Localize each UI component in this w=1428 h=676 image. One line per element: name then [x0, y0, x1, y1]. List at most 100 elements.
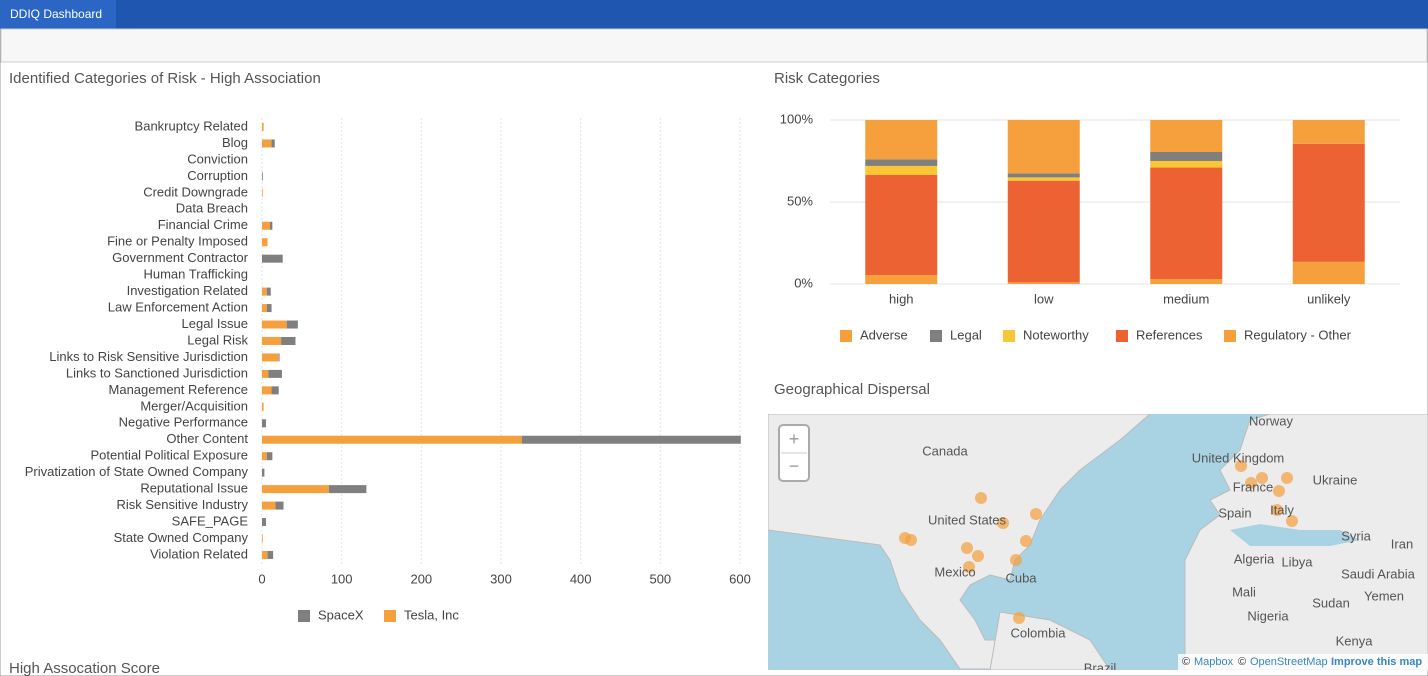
bar-segment — [268, 369, 282, 378]
bar-segment — [521, 435, 741, 444]
y-tick-label: Management Reference — [109, 382, 248, 397]
map-label: Cuba — [1005, 570, 1037, 585]
x-tick-label: 300 — [490, 571, 512, 586]
zoom-in[interactable]: + — [789, 429, 800, 449]
bar-segment — [262, 336, 282, 345]
attribution: © — [1238, 656, 1246, 668]
y-tick-label: Conviction — [187, 151, 248, 166]
bar-segment — [262, 550, 268, 559]
map-label: United Kingdom — [1192, 450, 1285, 465]
x-tick-label: medium — [1163, 291, 1209, 306]
marker[interactable] — [1245, 477, 1257, 489]
bar-segment — [1150, 279, 1223, 284]
bar-segment — [271, 386, 279, 395]
marker[interactable] — [1020, 535, 1032, 547]
legend-label: Noteworthy — [1023, 327, 1089, 342]
map-labels: Canada United States Mexico Cuba Colombia Bra… — [922, 414, 1415, 675]
marker[interactable] — [1286, 515, 1298, 527]
tab-label[interactable]: DDIQ Dashboard — [10, 7, 102, 21]
legend-label: Adverse — [860, 327, 908, 342]
marker[interactable] — [1273, 485, 1285, 497]
marker[interactable] — [1030, 508, 1042, 520]
y-tick-label: Law Enforcement Action — [108, 299, 248, 314]
map-label: Saudi Arabia — [1341, 566, 1415, 581]
map-label: Brazil — [1084, 660, 1117, 675]
attribution-link[interactable]: Improve this map — [1331, 656, 1422, 668]
bar-segment — [262, 386, 272, 395]
x-tick-label: high — [889, 291, 914, 306]
x-tick-label: 500 — [649, 571, 671, 586]
map-label: Spain — [1218, 505, 1251, 520]
map-label: Kenya — [1336, 633, 1374, 648]
legend-swatch — [1224, 330, 1236, 342]
marker[interactable] — [905, 534, 917, 546]
tab[interactable] — [0, 0, 116, 29]
y-tick-label: Other Content — [166, 431, 248, 446]
map-markers — [899, 460, 1298, 624]
bar-segment — [262, 518, 266, 527]
bar-segment — [262, 485, 329, 494]
marker[interactable] — [1010, 554, 1022, 566]
legend-swatch — [1116, 330, 1128, 342]
y-tick-label: Legal Issue — [182, 316, 249, 331]
top-bar — [0, 0, 1428, 29]
x-tick-label: 200 — [410, 571, 432, 586]
panel-title: Identified Categories of Risk - High Ass… — [9, 70, 321, 87]
bar-segment — [262, 254, 283, 263]
panel-title: Geographical Dispersal — [774, 381, 930, 398]
bar-segment — [865, 274, 938, 284]
y-tick-label: 50% — [787, 193, 813, 208]
marker[interactable] — [961, 542, 973, 554]
map-label: Libya — [1281, 554, 1313, 569]
bar-segment — [865, 159, 938, 166]
land — [989, 611, 1111, 670]
attribution-link[interactable]: OpenStreetMap — [1250, 656, 1328, 668]
bar-segment — [262, 188, 263, 197]
y-tick-label: Links to Sanctioned Jurisdiction — [66, 365, 248, 380]
legend-label: SpaceX — [318, 607, 364, 622]
sea — [1230, 524, 1360, 546]
y-tick-label: Bankruptcy Related — [135, 118, 248, 133]
marker[interactable] — [1281, 472, 1293, 484]
map-label: Mali — [1232, 584, 1256, 599]
y-tick-label: Violation Related — [150, 546, 248, 561]
x-tick-label: 100 — [331, 571, 353, 586]
bar-segment — [262, 353, 279, 362]
marker[interactable] — [1013, 612, 1025, 624]
y-tick-label: 0% — [794, 275, 813, 290]
legend-label: Regulatory - Other — [1244, 327, 1352, 342]
marker[interactable] — [963, 561, 975, 573]
map-label: Iran — [1391, 536, 1413, 551]
zoom-out[interactable]: − — [789, 456, 800, 476]
y-tick-label: Blog — [222, 135, 248, 150]
map[interactable]: Canada United States Mexico Cuba Colombia Bra… — [768, 413, 1428, 675]
marker[interactable] — [1256, 472, 1268, 484]
bar-segment — [1150, 151, 1223, 161]
bar-segment — [266, 304, 272, 313]
y-tick-label: Potential Political Exposure — [90, 448, 248, 463]
map-label: Italy — [1270, 502, 1294, 517]
marker[interactable] — [975, 492, 987, 504]
y-tick-label: SAFE_PAGE — [172, 513, 249, 528]
bar-segment — [1150, 161, 1223, 168]
bar-segment — [1292, 261, 1365, 284]
marker[interactable] — [972, 550, 984, 562]
y-tick-label: Privatization of State Owned Company — [25, 464, 249, 479]
marker[interactable] — [1271, 504, 1283, 516]
marker[interactable] — [997, 517, 1009, 529]
x-tick-label: 0 — [258, 571, 265, 586]
marker[interactable] — [1235, 460, 1247, 472]
legend-swatch — [930, 330, 942, 342]
legend-label: Tesla, Inc — [404, 607, 459, 622]
bar-segment — [262, 221, 270, 230]
map-label: Yemen — [1364, 588, 1404, 603]
bar-segment — [271, 139, 275, 148]
bar-segment — [262, 139, 272, 148]
map-label: Ukraine — [1313, 472, 1358, 487]
bar-segment — [269, 221, 273, 230]
x-tick-label: 400 — [570, 571, 592, 586]
y-tick-label: Government Contractor — [112, 250, 249, 265]
attribution-link[interactable]: Mapbox — [1194, 656, 1234, 668]
